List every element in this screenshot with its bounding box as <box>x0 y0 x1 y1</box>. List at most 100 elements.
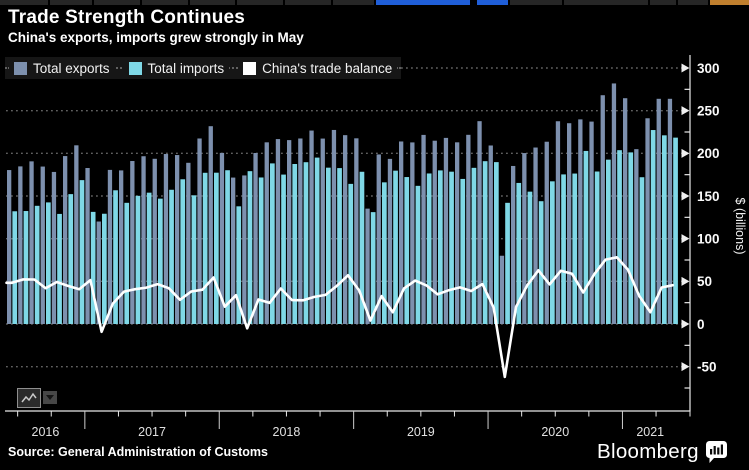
bar-export <box>399 141 404 324</box>
bar-export <box>287 140 292 324</box>
bar-import <box>471 167 477 324</box>
bar-import <box>314 157 320 324</box>
bar-export <box>544 141 549 324</box>
browser-tab-strip <box>0 0 749 5</box>
bar-import <box>46 202 51 324</box>
year-label: 2019 <box>407 425 435 439</box>
bar-import <box>191 195 197 324</box>
tab-strip-segment <box>285 0 331 5</box>
bar-import <box>124 202 130 324</box>
bar-export <box>29 161 34 324</box>
line-chart-icon <box>21 392 37 403</box>
legend-item-exports[interactable]: Total exports <box>9 57 115 79</box>
bar-export <box>163 154 169 324</box>
bar-import <box>348 183 354 324</box>
bar-export <box>119 170 124 324</box>
bar-import <box>202 172 208 324</box>
bar-import <box>225 170 230 324</box>
legend-item-balance[interactable]: China's trade balance <box>238 57 398 79</box>
bar-export <box>421 134 426 324</box>
chart-type-dropdown[interactable] <box>43 391 57 404</box>
bar-import <box>594 171 600 324</box>
bar-export <box>600 95 605 324</box>
bar-export <box>634 149 639 324</box>
bar-import <box>370 212 376 324</box>
y-tick-arrow-icon <box>681 234 690 244</box>
chart-type-button[interactable] <box>17 388 41 408</box>
bar-import <box>158 198 163 324</box>
bar-export <box>40 166 45 324</box>
bar-export <box>152 158 157 324</box>
y-tick-arrow-icon <box>681 362 690 372</box>
bar-import <box>90 211 96 324</box>
y-tick-arrow-icon <box>681 191 690 201</box>
tab-strip-segment <box>564 0 648 5</box>
year-label: 2021 <box>636 425 664 439</box>
tab-strip-segment <box>477 0 508 5</box>
bloomberg-logo: Bloomberg <box>597 440 727 464</box>
bar-import <box>12 211 18 324</box>
y-tick-label: 250 <box>697 103 720 118</box>
bar-import <box>673 137 678 324</box>
bar-import <box>303 162 309 324</box>
bar-import <box>460 178 466 324</box>
bar-export <box>499 255 505 324</box>
tab-strip-segment <box>142 0 188 5</box>
bar-export <box>331 129 337 324</box>
bar-import <box>404 177 410 324</box>
bar-import <box>281 174 286 324</box>
bar-export <box>589 121 594 325</box>
bar-import <box>270 163 275 324</box>
tab-strip-segment <box>190 0 235 5</box>
bar-export <box>197 138 202 324</box>
y-tick-label: 0 <box>697 317 705 332</box>
bloomberg-wordmark: Bloomberg <box>597 440 699 463</box>
legend-item-imports[interactable]: Total imports <box>123 57 230 79</box>
bar-export <box>175 155 180 324</box>
bar-export <box>567 123 572 324</box>
bar-export <box>253 152 258 324</box>
tab-strip-segment <box>94 0 140 5</box>
tab-strip-segment <box>650 0 676 5</box>
bar-import <box>550 181 555 324</box>
bar-export <box>219 152 225 324</box>
bar-import <box>180 179 186 324</box>
balance-swatch-icon <box>243 61 257 75</box>
y-tick-label: 200 <box>697 146 720 161</box>
exports-swatch-icon <box>14 61 27 75</box>
bar-export <box>578 119 583 324</box>
bar-export <box>309 130 314 324</box>
bar-export <box>264 142 269 324</box>
bar-export <box>186 162 191 324</box>
bar-export <box>522 153 527 324</box>
bar-export <box>410 142 415 324</box>
bar-export <box>667 98 673 325</box>
bar-import <box>516 182 522 324</box>
y-tick-label: 100 <box>697 231 720 246</box>
bar-import <box>79 180 85 324</box>
bar-export <box>466 134 471 324</box>
bar-export <box>488 145 493 324</box>
tab-strip-segment <box>237 0 283 5</box>
bar-export <box>645 118 650 325</box>
bar-import <box>135 195 141 324</box>
bar-import <box>113 190 118 324</box>
bar-export <box>343 135 348 324</box>
tab-strip-segment <box>333 0 374 5</box>
year-label: 2017 <box>138 425 166 439</box>
bar-import <box>606 159 611 324</box>
bar-import <box>438 170 443 324</box>
bar-export <box>376 154 381 324</box>
chart-header: Trade Strength Continues China's exports… <box>8 7 304 47</box>
bar-export <box>63 156 68 324</box>
bar-import <box>326 167 331 324</box>
bar-export <box>51 171 57 324</box>
bar-import <box>337 168 342 324</box>
bar-export <box>320 138 325 324</box>
bar-import <box>572 173 578 324</box>
bar-export <box>656 98 661 325</box>
bar-export <box>96 221 101 324</box>
bar-import <box>494 162 499 324</box>
caret-down-icon <box>46 395 54 400</box>
